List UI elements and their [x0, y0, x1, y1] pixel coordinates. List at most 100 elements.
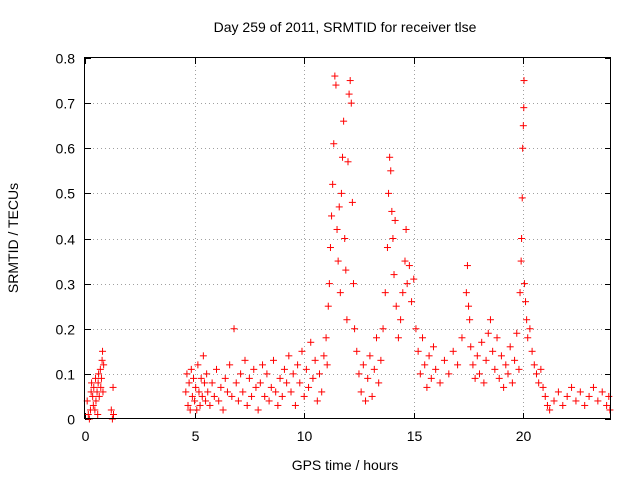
data-point	[471, 374, 479, 382]
data-point	[383, 244, 391, 252]
data-point	[340, 117, 348, 125]
data-point	[568, 383, 576, 391]
data-point	[230, 325, 238, 333]
data-point	[535, 379, 543, 387]
data-point	[232, 379, 240, 387]
y-tick-label: 0.6	[56, 141, 76, 157]
data-point	[546, 406, 554, 414]
data-point	[92, 374, 100, 382]
data-point	[379, 325, 387, 333]
x-tick-label: 10	[297, 428, 313, 444]
data-point	[96, 365, 104, 373]
data-point	[390, 271, 398, 279]
data-point	[99, 347, 107, 355]
data-point	[322, 334, 330, 342]
data-point	[405, 262, 413, 270]
data-point	[289, 370, 297, 378]
data-point	[500, 383, 508, 391]
data-point	[576, 388, 584, 396]
data-point	[480, 379, 488, 387]
data-point	[465, 302, 473, 310]
data-point	[336, 289, 344, 297]
data-point	[449, 347, 457, 355]
data-point	[95, 392, 103, 400]
data-point	[550, 397, 558, 405]
data-point	[206, 401, 214, 409]
data-point	[495, 374, 503, 382]
data-point	[259, 361, 267, 369]
data-point	[489, 347, 497, 355]
data-point	[389, 235, 397, 242]
y-tick-label: 0.8	[56, 51, 76, 67]
y-tick-label: 0.1	[56, 367, 76, 383]
y-tick-label: 0.2	[56, 322, 76, 338]
data-point	[491, 365, 499, 373]
data-point	[341, 235, 349, 242]
data-point	[463, 262, 471, 270]
data-point	[334, 257, 342, 265]
data-point	[109, 410, 117, 418]
data-point	[539, 383, 547, 391]
data-point	[263, 370, 271, 378]
data-point	[184, 401, 192, 409]
data-point	[100, 361, 108, 369]
data-point	[594, 397, 602, 405]
data-point	[399, 289, 407, 297]
data-point	[502, 361, 510, 369]
data-point	[563, 392, 571, 400]
data-point	[506, 343, 514, 351]
data-point	[467, 343, 475, 351]
data-point	[427, 374, 435, 382]
data-point	[362, 397, 370, 405]
data-point	[357, 388, 365, 396]
data-point	[195, 388, 203, 396]
data-point	[311, 356, 319, 364]
data-point	[476, 370, 483, 378]
data-point	[429, 343, 437, 351]
data-point	[294, 361, 302, 369]
data-point	[377, 356, 385, 364]
y-tick-label: 0.7	[56, 96, 76, 112]
data-point	[217, 383, 225, 391]
data-point	[335, 203, 343, 211]
data-point	[519, 122, 527, 130]
data-point	[469, 361, 477, 369]
data-point	[186, 406, 194, 414]
data-point	[221, 374, 229, 382]
data-point	[522, 298, 530, 306]
data-point	[90, 383, 98, 391]
data-point	[291, 401, 299, 409]
data-point	[226, 361, 234, 369]
data-point	[366, 352, 374, 360]
data-point	[248, 392, 256, 400]
data-point	[300, 392, 308, 400]
data-point	[493, 334, 501, 342]
data-point	[97, 374, 105, 382]
data-point	[386, 153, 394, 161]
data-point	[454, 361, 462, 369]
data-point	[517, 257, 525, 265]
data-point	[234, 397, 242, 405]
x-tick-label: 15	[407, 428, 423, 444]
data-point	[414, 347, 422, 355]
data-point	[309, 374, 317, 382]
y-axis-label: SRMTID / TECUs	[5, 183, 21, 293]
data-point	[342, 266, 350, 274]
data-point	[267, 383, 275, 391]
data-point	[519, 144, 527, 152]
data-point	[278, 392, 286, 400]
data-point	[188, 392, 196, 400]
data-point	[210, 392, 218, 400]
plot-frame	[84, 57, 611, 419]
y-tick-label: 0.4	[56, 232, 76, 248]
data-point	[462, 289, 470, 297]
data-point	[98, 356, 106, 364]
data-point	[410, 275, 418, 283]
data-point	[330, 140, 338, 148]
y-tick-label: 0.5	[56, 186, 76, 202]
data-point	[528, 347, 536, 355]
data-point	[182, 388, 190, 396]
data-point	[198, 392, 206, 400]
data-point	[370, 365, 378, 373]
